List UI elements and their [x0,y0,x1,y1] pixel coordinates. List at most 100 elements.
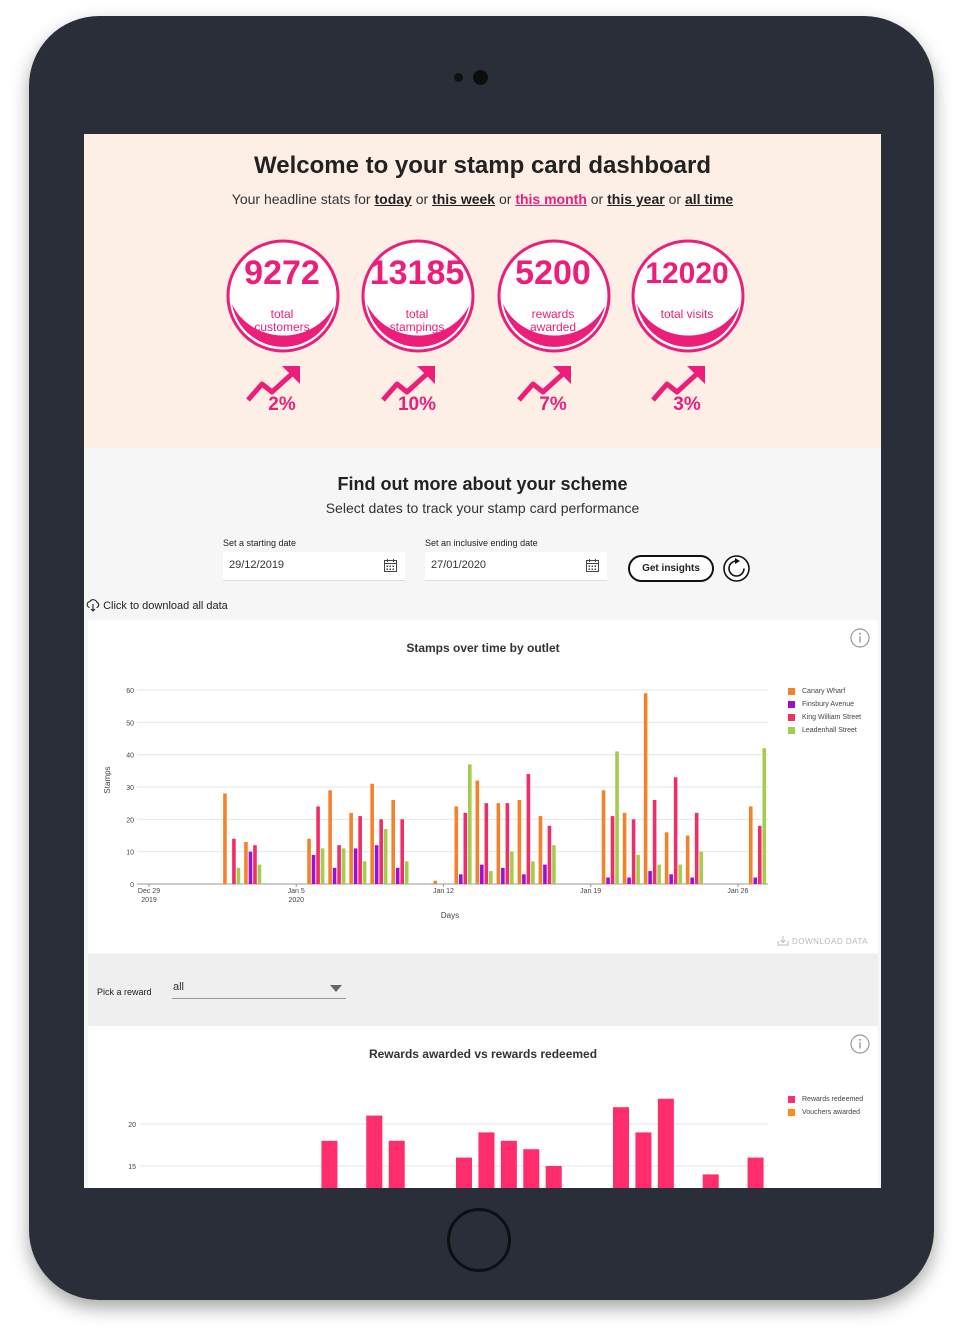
or-text: or [415,191,429,207]
bar [463,812,468,884]
bar [762,748,767,884]
legend-item[interactable]: Leadenhall Street [788,727,861,740]
bar [236,867,241,884]
calendar-icon[interactable] [384,559,397,572]
bar [362,861,367,884]
y-axis-label: Stamps [103,766,112,793]
legend-swatch [788,1096,795,1103]
legend-item[interactable]: Rewards redeemed [788,1096,863,1109]
bar [311,854,316,884]
bar [664,832,669,884]
bar [223,793,227,884]
bar [631,819,636,884]
bar [232,838,236,884]
period-this-week[interactable]: this week [432,191,496,207]
trend-up-icon [246,366,300,402]
start-date-input[interactable]: 29/12/2019 [223,552,405,581]
download-all-link[interactable]: Click to download all data [86,598,228,612]
bar [685,835,690,884]
end-date-input[interactable]: 27/01/2020 [425,552,607,581]
stat-ring [497,239,611,353]
bar [635,1132,652,1188]
bar [400,819,404,884]
y-tick-label: 40 [126,753,134,760]
bar [341,848,346,884]
period-this-month[interactable]: this month [515,191,587,207]
stat-label: total customers [254,307,310,334]
bar [349,812,353,884]
bar [622,812,627,884]
y-tick-label: 0 [130,882,134,889]
hero-section: Welcome to your stamp card dashboard You… [84,134,881,448]
bar [332,867,337,884]
bar [657,864,661,884]
info-icon[interactable] [850,628,870,648]
bar [501,867,505,884]
bar [433,880,438,884]
bar [395,867,400,884]
stat-change: 10% [397,394,437,415]
refresh-icon[interactable] [723,555,750,582]
bar [747,1157,764,1188]
bar [383,829,388,884]
legend-swatch [788,714,795,721]
trend-up-icon [381,366,435,402]
stat-label: total visits [660,307,714,321]
start-date-label: Set a starting date [223,538,297,548]
stat-total-stampings: 13185 total stampings 10% [357,234,477,454]
stat-ring [226,239,340,353]
bar [320,848,325,884]
end-date-label: Set an inclusive ending date [425,538,538,548]
legend-swatch [788,727,795,734]
chart-legend: Canary Wharf Finsbury Avenue King Willia… [788,688,861,740]
bar [337,845,341,884]
bar [480,864,484,884]
legend-swatch [788,688,795,695]
calendar-icon[interactable] [586,559,599,572]
home-button[interactable] [447,1208,511,1272]
stat-total-customers: 9272 total customers 2% [222,234,342,454]
chart-title: Rewards awarded vs rewards redeemed [368,1047,598,1061]
rewards-legend: Rewards redeemed Vouchers awarded [788,1096,863,1122]
period-today[interactable]: today [374,191,412,207]
bar [456,1157,472,1188]
bar [510,851,514,884]
legend-item[interactable]: Finsbury Avenue [788,701,861,714]
chevron-down-icon [330,985,342,992]
scheme-title: Find out more about your scheme [337,474,628,494]
stamps-chart-card: Stamps over time by outlet Stamps Days 0… [88,620,878,953]
legend-item[interactable]: Vouchers awarded [788,1109,863,1122]
stat-total-visits: 12020 total visits 3% [627,234,747,454]
bar [757,825,762,884]
x-tick-label: Jan 26 [727,888,748,895]
trend-up-icon [651,366,705,402]
download-all-label: Click to download all data [103,600,228,612]
period-selector: Your headline stats for today or this we… [84,191,881,207]
bar [547,825,552,884]
get-insights-button[interactable]: Get insights [628,555,714,582]
bar [673,777,678,884]
period-this-year[interactable]: this year [607,191,665,207]
scheme-subtitle: Select dates to track your stamp card pe… [325,500,640,516]
legend-item[interactable]: Canary Wharf [788,688,861,701]
period-all-time[interactable]: all time [684,191,734,207]
bar [610,816,615,884]
bar [531,861,535,884]
legend-item[interactable]: King William Street [788,714,861,727]
bar [248,851,253,884]
bar [244,841,248,884]
bar [606,877,610,884]
x-axis-label: Days [441,911,459,920]
info-icon[interactable] [850,1034,870,1054]
pick-reward-label: Pick a reward [97,987,152,997]
reward-select[interactable]: all [172,978,346,999]
download-data-button[interactable]: DOWNLOAD DATA [777,935,868,946]
bar [366,1115,383,1188]
bar [538,816,543,884]
x-tick-label: Jan 12 [433,888,454,895]
bar [459,874,463,884]
camera-lens [473,70,488,85]
stat-label: total stampings [389,307,445,334]
end-date-value: 27/01/2020 [431,559,487,571]
bar [500,1140,517,1188]
